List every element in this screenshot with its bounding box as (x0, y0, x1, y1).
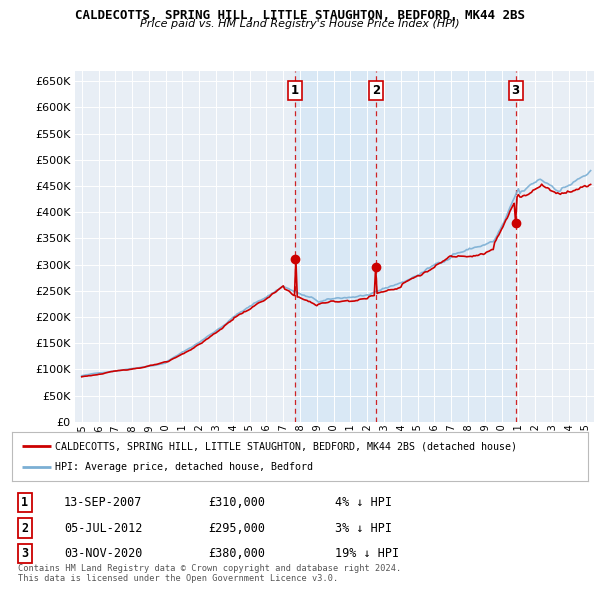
Text: 13-SEP-2007: 13-SEP-2007 (64, 496, 142, 509)
Text: 1: 1 (21, 496, 28, 509)
Text: 4% ↓ HPI: 4% ↓ HPI (335, 496, 392, 509)
Text: HPI: Average price, detached house, Bedford: HPI: Average price, detached house, Bedf… (55, 463, 313, 473)
Text: CALDECOTTS, SPRING HILL, LITTLE STAUGHTON, BEDFORD, MK44 2BS (detached house): CALDECOTTS, SPRING HILL, LITTLE STAUGHTO… (55, 441, 517, 451)
Text: Price paid vs. HM Land Registry's House Price Index (HPI): Price paid vs. HM Land Registry's House … (140, 19, 460, 29)
Text: £295,000: £295,000 (208, 522, 265, 535)
Text: Contains HM Land Registry data © Crown copyright and database right 2024.: Contains HM Land Registry data © Crown c… (18, 565, 401, 573)
Text: £380,000: £380,000 (208, 547, 265, 560)
Bar (376, 71, 516, 422)
Text: 3: 3 (512, 84, 520, 97)
Text: 2: 2 (372, 84, 380, 97)
Text: CALDECOTTS, SPRING HILL, LITTLE STAUGHTON, BEDFORD, MK44 2BS: CALDECOTTS, SPRING HILL, LITTLE STAUGHTO… (75, 9, 525, 22)
Text: 05-JUL-2012: 05-JUL-2012 (64, 522, 142, 535)
Text: 03-NOV-2020: 03-NOV-2020 (64, 547, 142, 560)
Text: This data is licensed under the Open Government Licence v3.0.: This data is licensed under the Open Gov… (18, 574, 338, 583)
Text: £310,000: £310,000 (208, 496, 265, 509)
Text: 1: 1 (291, 84, 299, 97)
Text: 3% ↓ HPI: 3% ↓ HPI (335, 522, 392, 535)
Bar (295, 71, 376, 422)
Text: 19% ↓ HPI: 19% ↓ HPI (335, 547, 398, 560)
Text: 3: 3 (21, 547, 28, 560)
Text: 2: 2 (21, 522, 28, 535)
